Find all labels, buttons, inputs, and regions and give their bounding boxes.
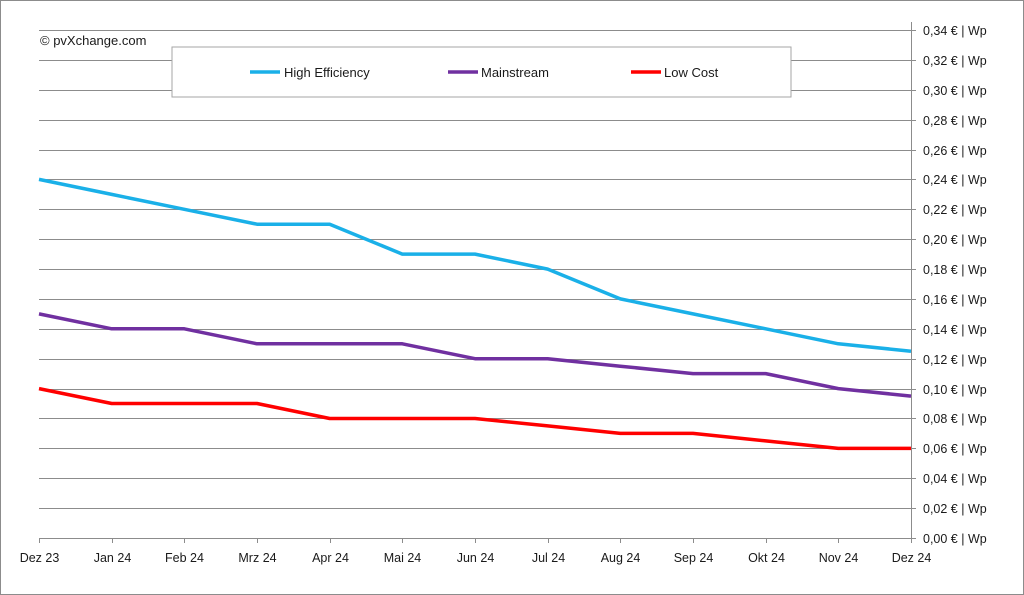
y-tick-label: 0,14 € | Wp	[923, 323, 987, 337]
series-line-mainstream	[38, 312, 912, 398]
y-tick-label: 0,06 € | Wp	[923, 442, 987, 456]
y-tick-label: 0,08 € | Wp	[923, 412, 987, 426]
x-tick-label: Jan 24	[94, 551, 132, 565]
x-tick-label: Jun 24	[457, 551, 495, 565]
legend-item-low-cost[interactable]: Low Cost	[631, 65, 719, 80]
series-lines	[38, 177, 912, 451]
series-line-low-cost	[38, 386, 911, 451]
x-tick-label: Okt 24	[748, 551, 785, 565]
y-tick-label: 0,32 € | Wp	[923, 54, 987, 68]
y-tick-label: 0,04 € | Wp	[923, 472, 987, 486]
y-tick-label: 0,24 € | Wp	[923, 173, 987, 187]
legend-label-low-cost: Low Cost	[664, 65, 719, 80]
legend-item-high-efficiency[interactable]: High Efficiency	[250, 65, 370, 80]
x-tick-label: Nov 24	[819, 551, 859, 565]
x-tick-labels: Dez 23 Jan 24 Feb 24 Mrz 24 Apr 24 Mai 24 Jun …	[20, 551, 932, 565]
x-tick-label: Mrz 24	[238, 551, 276, 565]
legend: High Efficiency Mainstream Low Cost	[171, 46, 792, 98]
y-tick-label: 0,12 € | Wp	[923, 353, 987, 367]
y-tick-label: 0,26 € | Wp	[923, 144, 987, 158]
x-tick-label: Apr 24	[312, 551, 349, 565]
legend-item-mainstream[interactable]: Mainstream	[448, 65, 549, 80]
y-tick-label: 0,34 € | Wp	[923, 24, 987, 38]
y-tick-label: 0,16 € | Wp	[923, 293, 987, 307]
x-tick-label: Sep 24	[674, 551, 714, 565]
x-tick-label: Jul 24	[532, 551, 565, 565]
y-tick-label: 0,02 € | Wp	[923, 502, 987, 516]
legend-label-high-efficiency: High Efficiency	[284, 65, 370, 80]
y-tick-label: 0,30 € | Wp	[923, 84, 987, 98]
x-tick-label: Mai 24	[384, 551, 422, 565]
y-tick-label: 0,00 € | Wp	[923, 532, 987, 546]
x-tick-label: Aug 24	[601, 551, 641, 565]
y-tick-label: 0,20 € | Wp	[923, 233, 987, 247]
axes	[39, 22, 916, 543]
y-tick-label: 0,28 € | Wp	[923, 114, 987, 128]
x-tick-label: Dez 23	[20, 551, 60, 565]
y-tick-label: 0,10 € | Wp	[923, 383, 987, 397]
x-tick-label: Feb 24	[165, 551, 204, 565]
y-tick-label: 0,18 € | Wp	[923, 263, 987, 277]
legend-label-mainstream: Mainstream	[481, 65, 549, 80]
x-tick-label: Dez 24	[892, 551, 932, 565]
copyright-text: © pvXchange.com	[40, 33, 146, 48]
y-tick-label: 0,22 € | Wp	[923, 203, 987, 217]
series-line-high-efficiency	[38, 177, 912, 353]
y-tick-labels: 0,00 € | Wp 0,02 € | Wp 0,04 € | Wp 0,06 € …	[923, 24, 987, 546]
